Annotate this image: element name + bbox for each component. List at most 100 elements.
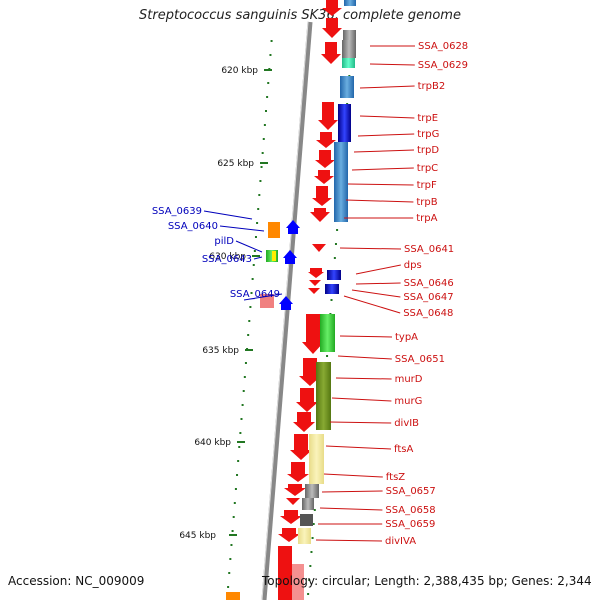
forward-genes (278, 0, 342, 600)
leader-line (319, 507, 383, 511)
gene-arrow[interactable] (278, 546, 292, 600)
guide-dot (270, 40, 273, 42)
cog-box[interactable] (316, 362, 331, 430)
gene-label[interactable]: SSA_0659 (385, 519, 435, 530)
cog-box[interactable] (342, 40, 356, 58)
gene-label[interactable]: ftsZ (386, 472, 405, 483)
gene-arrow[interactable] (316, 132, 336, 148)
backbone-highlight (261, 21, 309, 600)
gene-label[interactable]: SSA_0648 (403, 308, 453, 319)
cog-box[interactable] (309, 434, 324, 484)
gene-label[interactable]: typA (395, 332, 418, 343)
gene-labels: SSA_0628 SSA_0629 trpB2 trpE trpG trpD trpC trp… (152, 41, 468, 547)
leader-line (359, 85, 415, 89)
gene-label[interactable]: trpA (416, 213, 437, 224)
gene-arrow[interactable] (321, 42, 341, 64)
guide-dot (242, 390, 245, 392)
guide-dot (249, 306, 252, 308)
gene-box[interactable] (272, 251, 276, 261)
gene-box[interactable] (226, 592, 240, 600)
guide-dot (228, 572, 231, 574)
gene-label[interactable]: SSA_0629 (418, 60, 468, 71)
gene-arrow[interactable] (286, 498, 300, 505)
gene-arrow[interactable] (308, 288, 320, 294)
gene-box[interactable] (268, 222, 280, 238)
cog-box[interactable] (340, 76, 354, 98)
gene-arrow[interactable] (287, 462, 309, 482)
leader-line (331, 397, 392, 402)
gene-label[interactable]: divIB (394, 418, 419, 429)
gene-arrow[interactable] (278, 528, 300, 542)
gene-arrow[interactable] (312, 244, 326, 252)
guide-dot (252, 264, 255, 266)
guide-dot (253, 250, 256, 252)
gene-arrow[interactable] (284, 484, 306, 496)
gene-label[interactable]: trpB2 (418, 81, 446, 92)
gene-arrow[interactable] (280, 510, 302, 524)
gene-box[interactable] (292, 564, 304, 600)
gene-arrow[interactable] (286, 220, 300, 234)
gene-arrow[interactable] (290, 434, 312, 460)
gene-label[interactable]: murG (394, 396, 422, 407)
gene-arrow[interactable] (318, 102, 338, 130)
guide-dot (227, 586, 230, 588)
gene-arrow[interactable] (322, 18, 342, 38)
gene-label[interactable]: trpE (417, 113, 438, 124)
guide-dot (269, 54, 272, 56)
gene-arrow[interactable] (293, 412, 315, 432)
guide-dot (239, 432, 242, 434)
gene-label[interactable]: SSA_0646 (404, 278, 454, 289)
gene-arrow[interactable] (299, 358, 321, 386)
cog-box[interactable] (338, 104, 351, 142)
gene-arrow[interactable] (302, 314, 324, 354)
gene-arrow[interactable] (322, 0, 342, 16)
leader-line (359, 115, 415, 119)
cog-box[interactable] (305, 484, 319, 498)
gene-label[interactable]: dps (404, 260, 422, 271)
gene-label[interactable]: trpC (417, 163, 438, 174)
gene-label[interactable]: SSA_0651 (395, 354, 445, 365)
cog-box[interactable] (344, 0, 356, 6)
cog-box[interactable] (298, 528, 311, 544)
guide-dot (251, 278, 254, 280)
gene-label[interactable]: trpD (417, 145, 439, 156)
gene-arrow[interactable] (279, 296, 293, 310)
cog-box[interactable] (302, 498, 314, 510)
gene-box[interactable] (260, 294, 274, 308)
gene-arrow[interactable] (312, 186, 332, 206)
gene-label[interactable]: SSA_0641 (404, 244, 454, 255)
gene-label[interactable]: SSA_0658 (385, 505, 435, 516)
gene-label[interactable]: SSA_0657 (386, 486, 436, 497)
gene-arrow[interactable] (296, 388, 318, 412)
cog-box[interactable] (320, 314, 335, 352)
gene-label[interactable]: SSA_0649 (230, 289, 280, 300)
leader-line (329, 421, 392, 424)
gene-label[interactable]: divIVA (385, 536, 416, 547)
gene-label[interactable]: SSA_0640 (168, 221, 218, 232)
cog-box[interactable] (300, 514, 313, 526)
gene-label[interactable]: trpF (417, 180, 437, 191)
cog-box[interactable] (342, 58, 355, 68)
cog-box[interactable] (343, 30, 356, 40)
scale-bar: 620 kbp 625 kbp 630 kbp 635 kbp 640 kbp … (179, 66, 272, 541)
gene-label[interactable]: SSA_0647 (403, 292, 453, 303)
gene-label[interactable]: trpB (416, 197, 437, 208)
guide-dot (250, 292, 253, 294)
gene-label[interactable]: SSA_0639 (152, 206, 202, 217)
cog-box[interactable] (334, 142, 348, 222)
gene-arrow[interactable] (309, 280, 321, 286)
gene-label[interactable]: trpG (417, 129, 439, 140)
gene-label[interactable]: SSA_0628 (418, 41, 468, 52)
gene-arrow[interactable] (314, 170, 334, 184)
cog-box[interactable] (325, 284, 339, 294)
cog-box[interactable] (327, 270, 341, 280)
leader-line (253, 256, 263, 260)
gene-label[interactable]: murD (395, 374, 423, 385)
gene-label[interactable]: SSA_0643 (202, 254, 252, 265)
gene-label[interactable]: pilD (214, 236, 234, 247)
gene-arrow[interactable] (308, 268, 324, 278)
gene-arrow[interactable] (310, 208, 330, 222)
gene-arrow[interactable] (315, 150, 335, 168)
gene-arrow[interactable] (283, 250, 297, 264)
gene-label[interactable]: ftsA (394, 444, 413, 455)
